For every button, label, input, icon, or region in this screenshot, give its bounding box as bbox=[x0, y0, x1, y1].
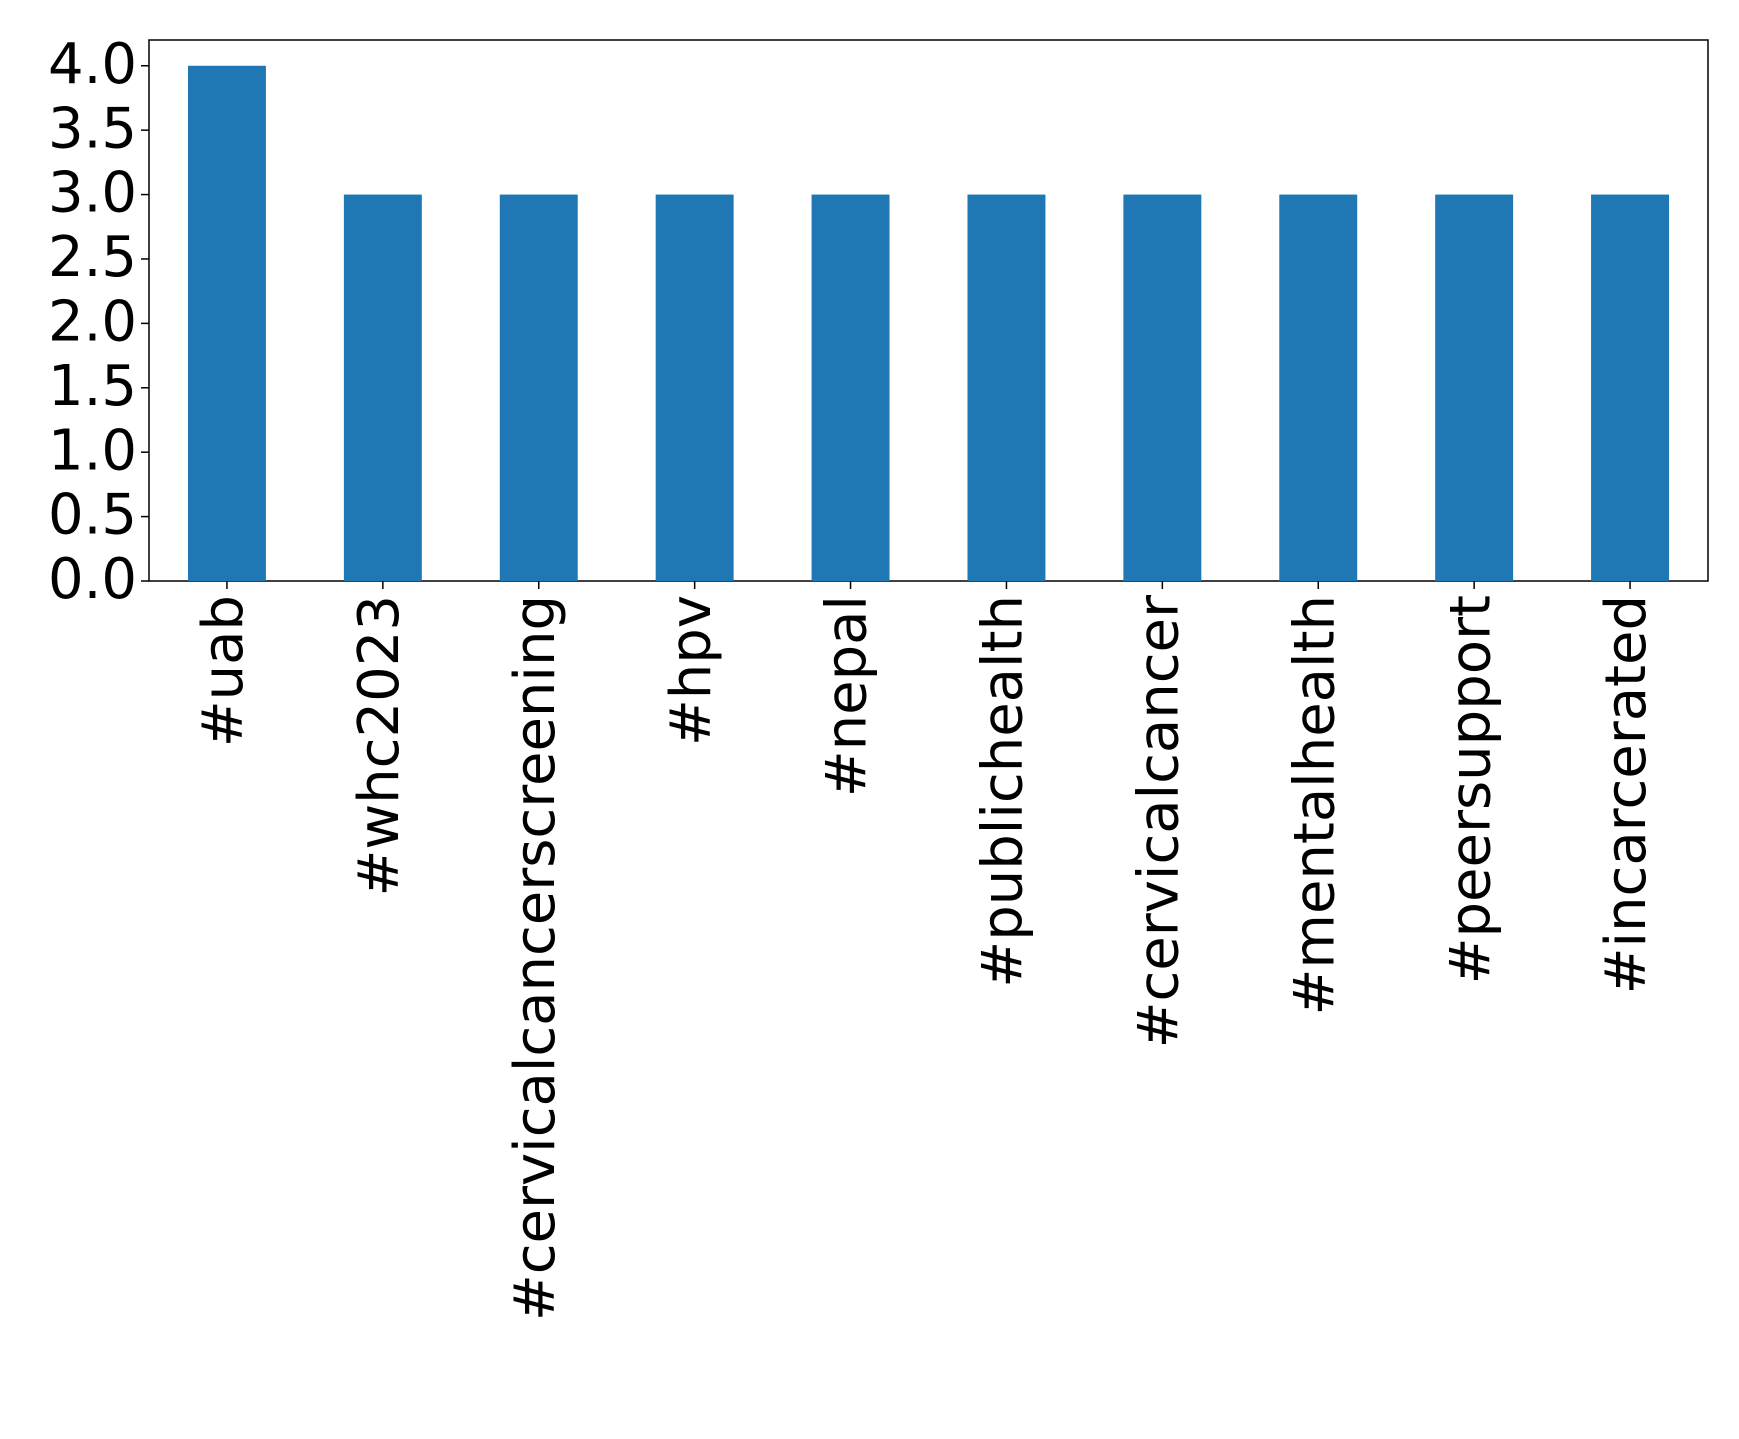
x-tick-label: #cervicalcancerscreening bbox=[503, 595, 568, 1321]
x-tick-label: #nepal bbox=[815, 595, 880, 797]
bar bbox=[1591, 194, 1670, 582]
y-tick-label: 2.0 bbox=[48, 290, 137, 355]
x-tick-label: #peersupport bbox=[1438, 595, 1503, 984]
y-tick-label: 0.5 bbox=[48, 483, 137, 548]
bar bbox=[499, 194, 578, 582]
y-tick-label: 1.0 bbox=[48, 418, 137, 483]
y-tick-label: 4.0 bbox=[48, 32, 137, 97]
y-tick-label: 1.5 bbox=[48, 354, 137, 419]
x-tick-label: #uab bbox=[191, 595, 256, 747]
x-tick-label: #mentalhealth bbox=[1282, 595, 1347, 1016]
bar bbox=[343, 194, 422, 582]
y-tick-label: 0.0 bbox=[48, 547, 137, 612]
bar bbox=[1279, 194, 1358, 582]
x-tick-label: #whc2023 bbox=[347, 595, 412, 897]
bar bbox=[1435, 194, 1514, 582]
bar bbox=[187, 65, 266, 581]
y-tick-label: 3.5 bbox=[48, 96, 137, 161]
y-tick-label: 3.0 bbox=[48, 161, 137, 226]
x-tick-label: #hpv bbox=[659, 595, 724, 746]
x-tick-label: #cervicalcancer bbox=[1126, 594, 1191, 1048]
bar bbox=[967, 194, 1046, 582]
bar bbox=[811, 194, 890, 582]
y-tick-label: 2.5 bbox=[48, 225, 137, 290]
axes-frame bbox=[148, 39, 1709, 582]
bar bbox=[655, 194, 734, 582]
bar bbox=[1123, 194, 1202, 582]
x-tick-label: #publichealth bbox=[971, 595, 1036, 988]
x-tick-label: #incarcerated bbox=[1594, 595, 1659, 994]
